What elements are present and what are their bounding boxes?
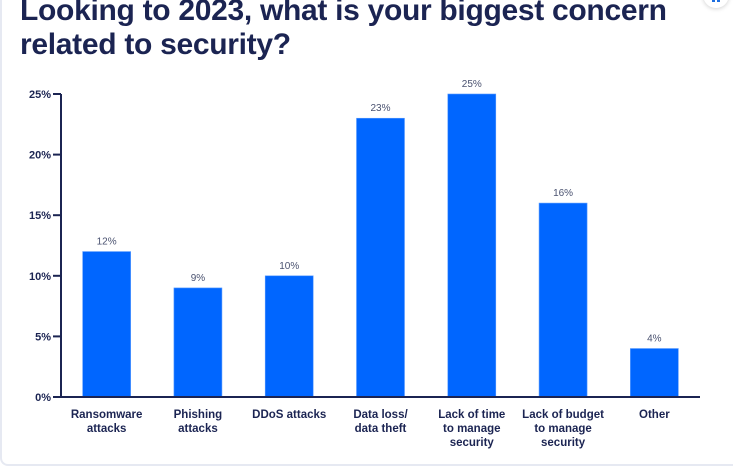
bar xyxy=(173,287,223,398)
bar-value-label: 10% xyxy=(279,261,299,272)
bars: 12% 9% 10% 23% 25% 16% 4% xyxy=(82,79,679,398)
bar xyxy=(264,275,314,398)
bar xyxy=(356,117,405,398)
x-category-label: Lack of budget to manage security xyxy=(522,409,604,449)
x-category-label: Other xyxy=(639,409,670,421)
bar-value-label: 4% xyxy=(647,334,662,345)
bar xyxy=(630,348,679,398)
x-category-label-line: Ransomware xyxy=(71,409,143,421)
bar-value-label: 12% xyxy=(97,237,117,248)
bar-value-label: 23% xyxy=(370,103,390,114)
x-category-label-line: attacks xyxy=(87,423,127,435)
x-category-label-line: security xyxy=(450,437,495,449)
bar xyxy=(447,93,497,398)
x-category-label-line: DDoS attacks xyxy=(252,409,326,421)
x-category-label: DDoS attacks xyxy=(252,409,326,421)
x-category-label-line: attacks xyxy=(178,423,218,435)
x-category-label-line: Other xyxy=(639,409,670,421)
chart-title: Looking to 2023, what is your biggest co… xyxy=(20,0,667,61)
x-category-label-line: to manage xyxy=(534,423,592,435)
x-category-label-line: to manage xyxy=(443,423,501,435)
bar-value-label: 9% xyxy=(191,273,206,284)
more-icon xyxy=(712,0,720,2)
y-tick-label: 5% xyxy=(35,331,51,343)
x-axis-labels: Ransomware attacks Phishing attacks DDoS att… xyxy=(71,409,670,449)
y-tick-label: 15% xyxy=(29,210,51,222)
x-category-label-line: Phishing xyxy=(174,409,223,421)
x-category-label-line: Data loss/ xyxy=(353,409,408,421)
x-category-label-line: Lack of time xyxy=(438,409,505,421)
x-category-label: Ransomware attacks xyxy=(71,409,143,435)
x-category-label: Data loss/data theft xyxy=(353,409,408,435)
more-options-button[interactable] xyxy=(703,0,729,8)
y-axis: 0% 5% 10% 15% 20% 25% xyxy=(29,89,61,404)
y-tick-label: 0% xyxy=(35,392,51,404)
y-tick-label: 25% xyxy=(29,89,51,101)
bar xyxy=(82,251,131,398)
x-category-label: Phishing attacks xyxy=(174,409,223,435)
bar xyxy=(538,202,588,398)
bar-value-label: 16% xyxy=(553,188,573,199)
y-tick-label: 10% xyxy=(29,271,51,283)
bar-value-label: 25% xyxy=(462,79,482,90)
x-category-label-line: data theft xyxy=(355,423,407,435)
x-category-label: Lack of time to manage security xyxy=(438,409,505,449)
y-tick-label: 20% xyxy=(29,150,51,162)
x-category-label-line: Lack of budget xyxy=(522,409,604,421)
x-category-label-line: security xyxy=(541,437,586,449)
